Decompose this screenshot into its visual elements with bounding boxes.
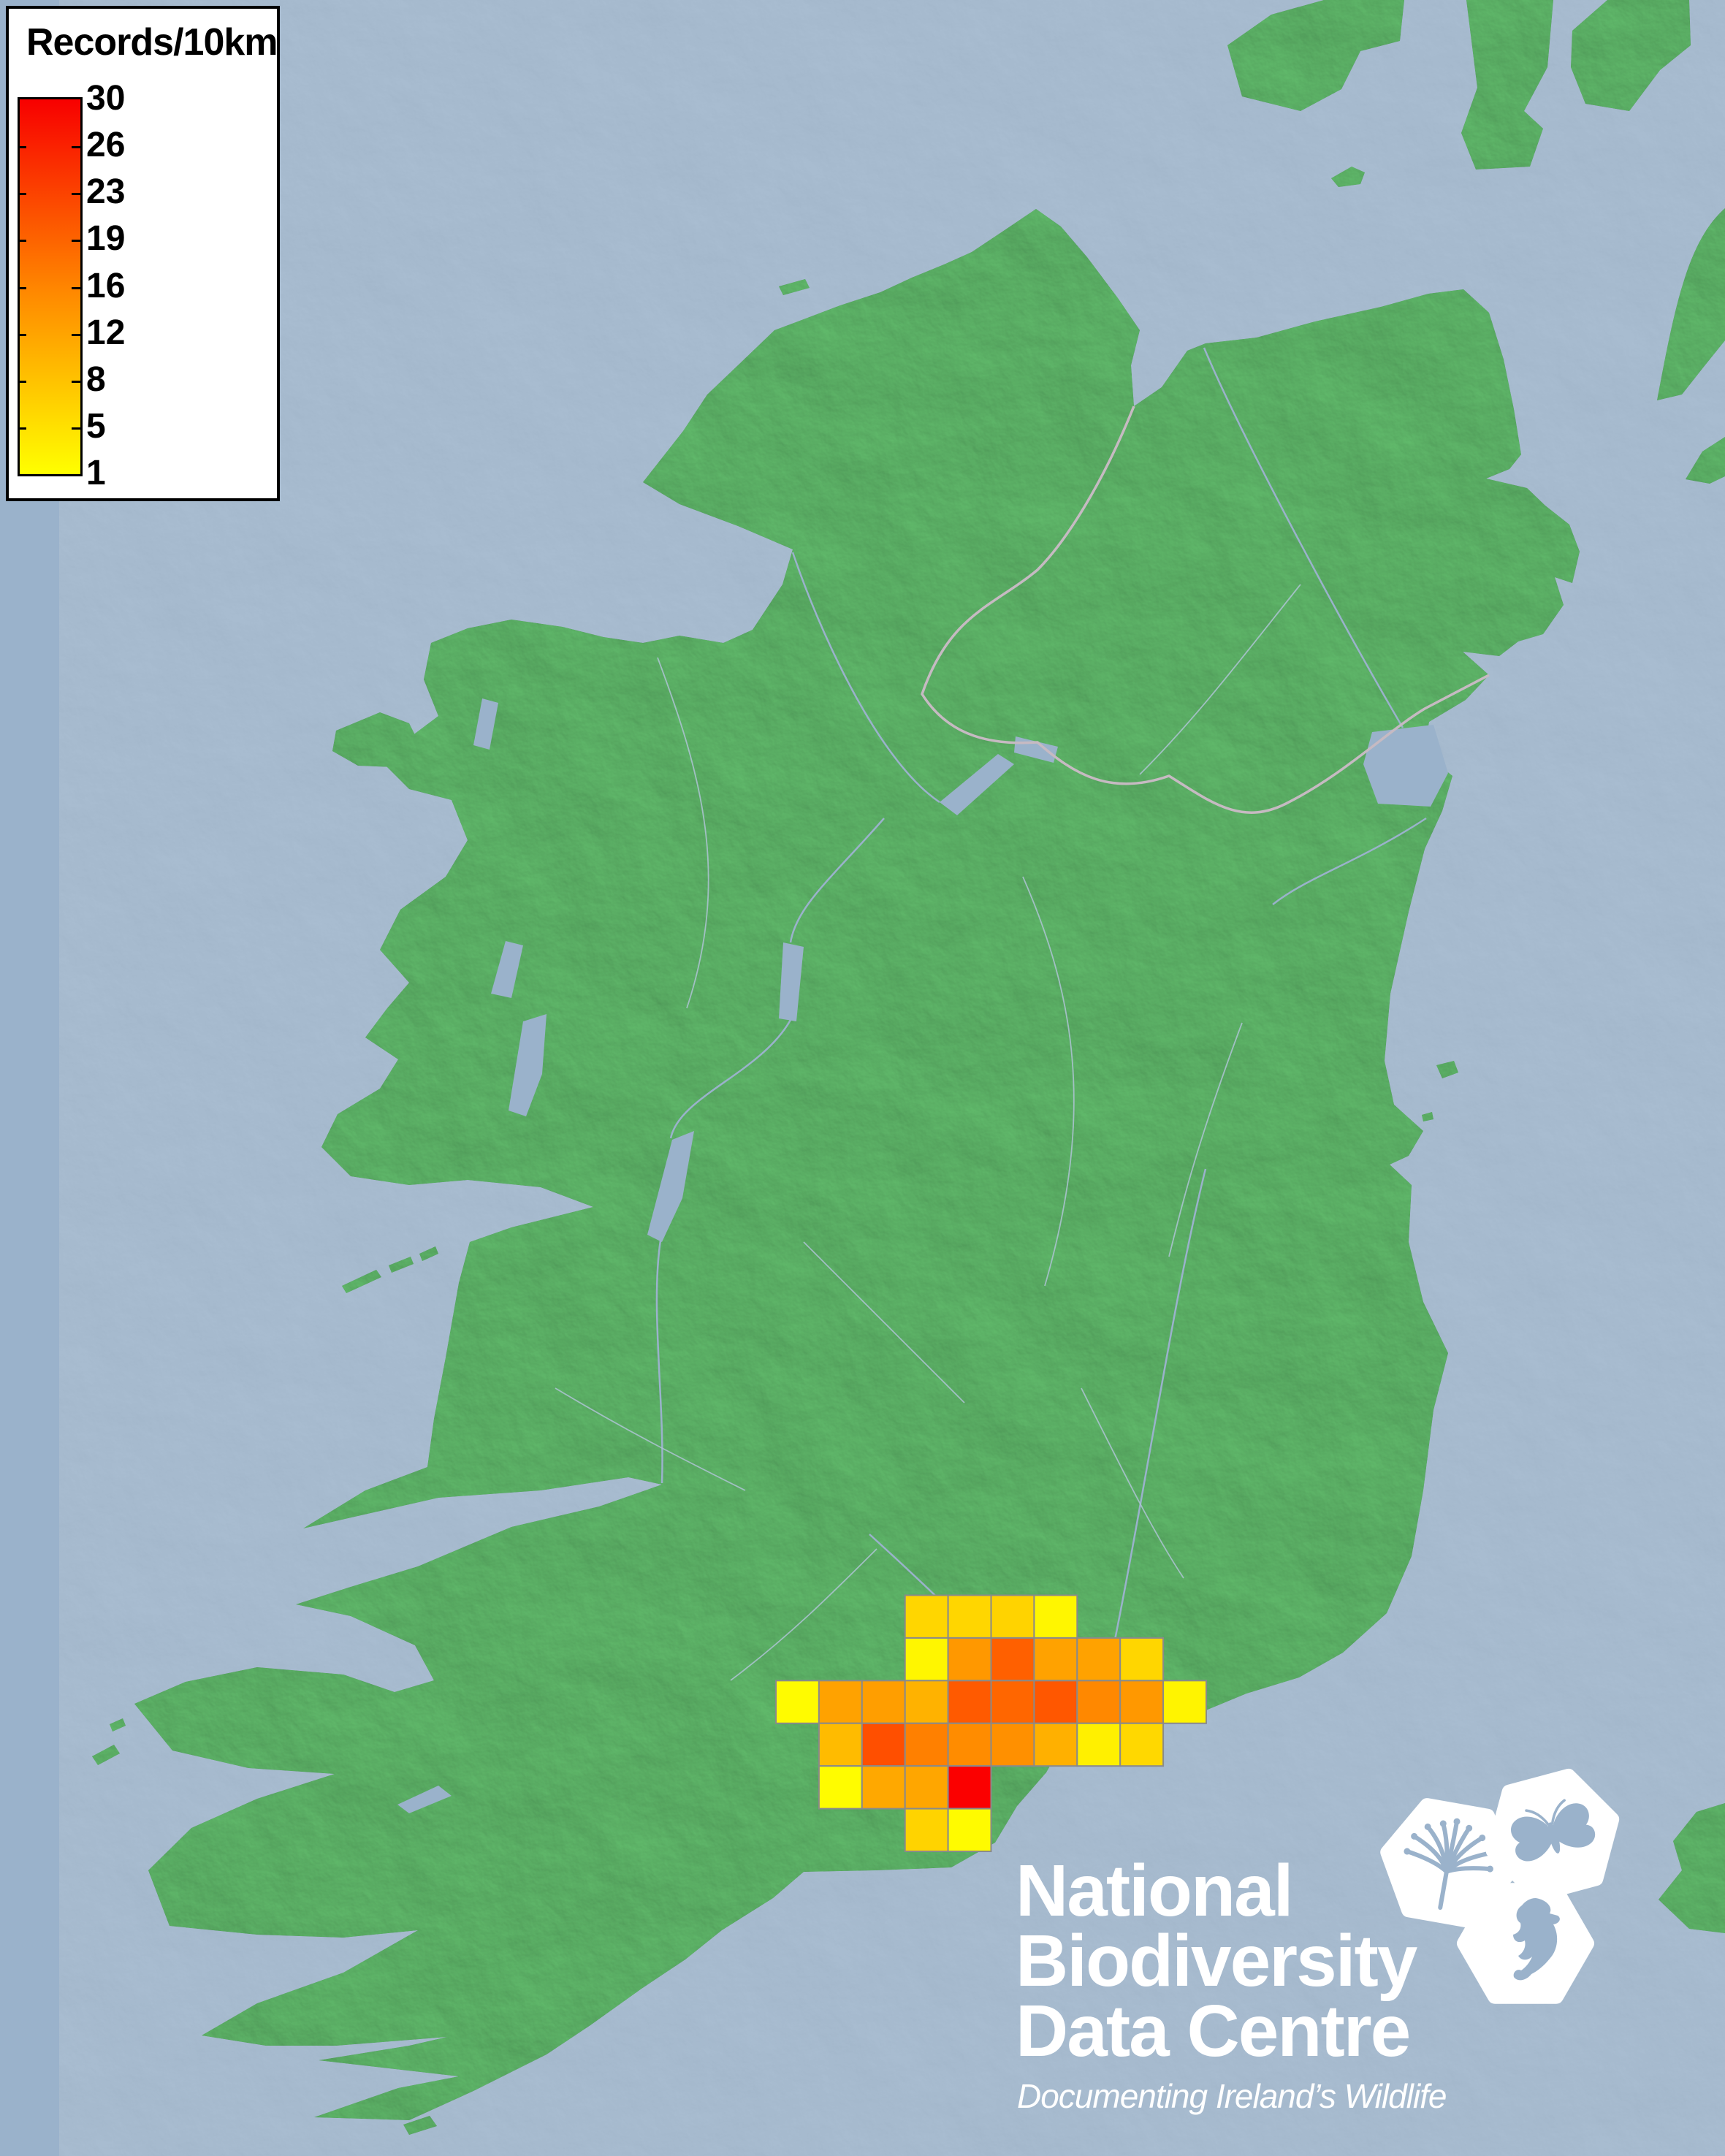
ni-border [921, 405, 1490, 814]
legend-tick-mark [18, 146, 26, 149]
grid-cell [861, 1680, 906, 1724]
nbdc-logo-hexagons [1366, 1753, 1644, 2038]
legend-tick-mark [72, 240, 80, 243]
logo-tagline: Documenting Ireland’s Wildlife [1017, 2077, 1447, 2115]
legend-tick-label: 16 [86, 266, 126, 305]
grid-cell [1162, 1680, 1207, 1724]
legend-tick-mark [72, 193, 80, 196]
legend-tick-mark [18, 333, 26, 336]
grid-cell [904, 1637, 949, 1682]
lake-killarney-lakes [397, 1786, 452, 1813]
legend-tick-mark [18, 380, 26, 383]
legend-tick-mark [18, 427, 26, 430]
grid-cell [947, 1808, 992, 1853]
grid-cell [947, 1594, 992, 1639]
landmass-mull-of-kintyre [1657, 208, 1725, 400]
grid-cell [1076, 1722, 1122, 1767]
legend-box: Records/10km 30 26 23 19 16 12 8 5 1 [6, 6, 280, 501]
grid-cell [904, 1594, 949, 1639]
landmass-tory-island [779, 279, 810, 295]
grid-cell [1119, 1680, 1165, 1724]
landmass-aran-islands [342, 1246, 438, 1293]
legend-tick-mark [72, 286, 80, 289]
lake-lough-mask [491, 941, 523, 998]
lake-lough-erne [940, 736, 1058, 815]
landmass-islay [1227, 0, 1404, 111]
grid-cell [1076, 1680, 1122, 1724]
grid-cell [1033, 1722, 1078, 1767]
lakes-group [397, 698, 1448, 1813]
logo-title-line3: Data Centre [1016, 1990, 1411, 2072]
legend-tick-mark [18, 193, 26, 196]
legend-tick-mark [72, 333, 80, 336]
grid-cell [1119, 1637, 1165, 1682]
grid-cell [818, 1680, 863, 1724]
butterfly-icon [1480, 1768, 1626, 1902]
lake-lough-corrib [509, 1014, 547, 1116]
grid-cell [904, 1765, 949, 1810]
legend-tick-mark [18, 286, 26, 289]
grid-cell [990, 1722, 1035, 1767]
logo-title-line2: Biodiversity [1016, 1920, 1417, 2002]
river-shannon [655, 818, 885, 1484]
landmass-galloway [1686, 437, 1725, 484]
legend-tick-mark [18, 240, 26, 243]
grid-cell [861, 1765, 906, 1810]
lake-lough-neagh [1363, 725, 1448, 807]
nbdc-logo: National Biodiversity Data Centre Docume… [1016, 1841, 1717, 2148]
grid-cell [990, 1594, 1035, 1639]
legend-title: Records/10km [26, 21, 278, 64]
legend-tick-label: 1 [86, 454, 106, 492]
legend-tick-label: 8 [86, 359, 106, 399]
landmass-rathlin-island [1331, 167, 1365, 187]
grid-cell [904, 1680, 949, 1724]
grid-cell [947, 1722, 992, 1767]
legend-tick-mark [72, 380, 80, 383]
grid-cell [904, 1722, 949, 1767]
grid-cell [861, 1722, 906, 1767]
grid-cell [1033, 1680, 1078, 1724]
county-boundaries [555, 584, 1301, 1681]
grid-cell [990, 1680, 1035, 1724]
lake-lough-ree [779, 942, 804, 1021]
legend-tick-label: 30 [86, 79, 126, 118]
legend-tick-label: 26 [86, 126, 126, 165]
landmass-kintyre-north [1571, 0, 1691, 111]
lake-lough-conn [473, 698, 498, 750]
landmass-jura [1461, 0, 1553, 169]
legend-tick-label: 23 [86, 172, 126, 212]
grid-cell [947, 1680, 992, 1724]
landmass-clear-island [403, 2116, 437, 2135]
grid-cell [1119, 1722, 1165, 1767]
grid-cell [947, 1637, 992, 1682]
logo-title-line1: National [1016, 1850, 1293, 1932]
landmass-lambay-island [1422, 1061, 1458, 1121]
grid-cell [1033, 1637, 1078, 1682]
lake-lough-derg [647, 1131, 694, 1242]
grid-cell [775, 1680, 820, 1724]
landmass-wales [1659, 1803, 1725, 1933]
legend-tick-label: 12 [86, 313, 126, 352]
landmass-achill-island [332, 712, 420, 767]
grid-cell [904, 1808, 949, 1853]
legend-tick-label: 19 [86, 219, 126, 259]
legend-tick-label: 5 [86, 406, 106, 446]
records-grid-layer [775, 1594, 1207, 1853]
grid-cell [1076, 1637, 1122, 1682]
grid-cell [947, 1765, 992, 1810]
river-erne [791, 552, 940, 804]
landmass-blasket-islands [92, 1718, 126, 1765]
river-bann [1203, 347, 1404, 728]
grid-cell [818, 1765, 863, 1810]
grid-cell [1033, 1594, 1078, 1639]
grid-cell [818, 1722, 863, 1767]
legend-tick-mark [72, 427, 80, 430]
river-boyne [1272, 817, 1427, 905]
seahorse-icon [1464, 1890, 1587, 1996]
legend-tick-mark [72, 146, 80, 149]
grid-cell [990, 1637, 1035, 1682]
